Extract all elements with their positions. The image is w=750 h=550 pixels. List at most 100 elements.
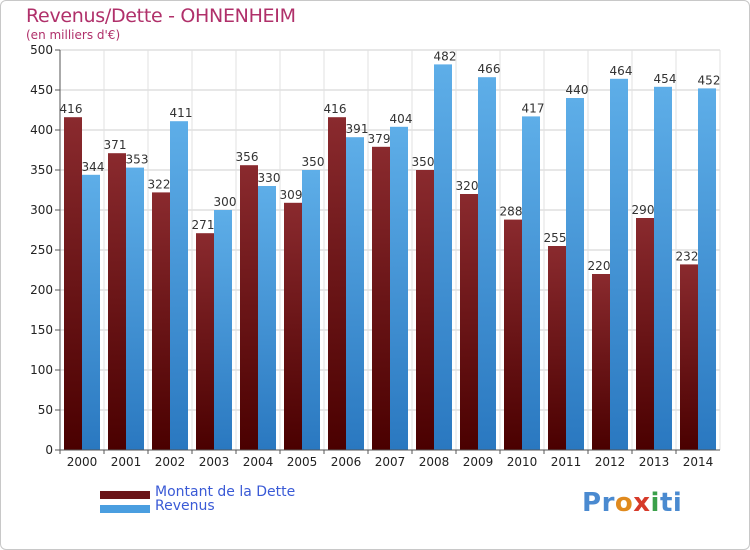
value-label-revenus-2001: 353 bbox=[126, 153, 149, 167]
logo-letter: i bbox=[650, 488, 660, 518]
y-tick-label-300: 300 bbox=[30, 203, 53, 217]
value-label-dette-2013: 290 bbox=[632, 203, 655, 217]
legend-label-revenus: Revenus bbox=[155, 498, 215, 514]
value-label-dette-2003: 271 bbox=[192, 218, 215, 232]
x-tick-label-2004: 2004 bbox=[243, 455, 274, 469]
x-tick-label-2012: 2012 bbox=[595, 455, 626, 469]
bar-dette-2002 bbox=[152, 192, 170, 450]
bar-revenus-2011 bbox=[566, 98, 584, 450]
value-label-dette-2000: 416 bbox=[60, 102, 83, 116]
legend-swatch-dette bbox=[100, 491, 150, 499]
bar-revenus-2012 bbox=[610, 78, 628, 451]
value-label-dette-2005: 309 bbox=[280, 188, 303, 202]
y-tick-label-350: 350 bbox=[30, 163, 53, 177]
value-label-dette-2008: 350 bbox=[412, 155, 435, 169]
value-label-dette-2014: 232 bbox=[676, 249, 699, 263]
logo-letter: t bbox=[659, 488, 673, 518]
y-tick-label-100: 100 bbox=[30, 363, 53, 377]
bar-revenus-2002 bbox=[170, 121, 188, 450]
axes: 0 50 100 150 200 250 300 350 400 450 500 2000 2001 20… bbox=[30, 43, 720, 469]
value-label-revenus-2000: 344 bbox=[82, 160, 105, 174]
value-label-revenus-2008: 482 bbox=[434, 49, 457, 63]
bar-revenus-2010 bbox=[522, 116, 540, 451]
bar-dette-2003 bbox=[196, 233, 214, 450]
x-tick-label-2003: 2003 bbox=[199, 455, 230, 469]
y-tick-label-50: 50 bbox=[38, 403, 53, 417]
bar-dette-2007 bbox=[372, 146, 390, 451]
proxiti-logo: Proxiti bbox=[582, 488, 682, 518]
bar-dette-2010 bbox=[504, 219, 522, 450]
value-label-dette-2004: 356 bbox=[236, 150, 259, 164]
bar-dette-2009 bbox=[460, 194, 478, 450]
value-label-revenus-2002: 411 bbox=[170, 106, 193, 120]
bar-dette-2001 bbox=[108, 153, 126, 450]
value-label-revenus-2007: 404 bbox=[390, 112, 413, 126]
bar-revenus-2014 bbox=[698, 88, 716, 451]
x-tick-label-2009: 2009 bbox=[463, 455, 494, 469]
logo-letter: x bbox=[633, 488, 651, 518]
value-label-dette-2007: 379 bbox=[368, 132, 391, 146]
y-tick-label-0: 0 bbox=[45, 443, 53, 457]
legend-label-dette: Montant de la Dette bbox=[155, 484, 296, 500]
value-label-revenus-2003: 300 bbox=[214, 195, 237, 209]
x-tick-label-2007: 2007 bbox=[375, 455, 406, 469]
value-label-revenus-2006: 391 bbox=[346, 122, 369, 136]
bar-revenus-2004 bbox=[258, 186, 276, 450]
y-tick-label-400: 400 bbox=[30, 123, 53, 137]
value-label-dette-2012: 220 bbox=[588, 259, 611, 273]
bar-revenus-2003 bbox=[214, 210, 232, 450]
y-tick-label-450: 450 bbox=[30, 83, 53, 97]
value-label-revenus-2012: 464 bbox=[610, 64, 633, 78]
x-tick-label-2014: 2014 bbox=[683, 455, 714, 469]
value-label-revenus-2014: 452 bbox=[698, 73, 721, 87]
bar-dette-2004 bbox=[240, 165, 258, 450]
value-label-revenus-2013: 454 bbox=[654, 72, 677, 86]
logo-letter: P bbox=[582, 488, 602, 518]
bars bbox=[64, 64, 716, 451]
y-tick-label-200: 200 bbox=[30, 283, 53, 297]
x-tick-label-2008: 2008 bbox=[419, 455, 450, 469]
chart-subtitle: (en milliers d'€) bbox=[26, 28, 121, 42]
logo-letter: o bbox=[614, 488, 634, 518]
bar-dette-2006 bbox=[328, 117, 346, 450]
bar-revenus-2007 bbox=[390, 126, 408, 451]
value-label-revenus-2004: 330 bbox=[258, 171, 281, 185]
bar-dette-2008 bbox=[416, 170, 434, 450]
bar-dette-2000 bbox=[64, 117, 82, 450]
value-label-revenus-2005: 350 bbox=[302, 155, 325, 169]
x-tick-label-2010: 2010 bbox=[507, 455, 538, 469]
x-tick-label-2000: 2000 bbox=[67, 455, 98, 469]
x-tick-label-2001: 2001 bbox=[111, 455, 142, 469]
logo-letter: i bbox=[672, 488, 683, 518]
legend-swatch-revenus bbox=[100, 505, 150, 513]
bar-revenus-2008 bbox=[434, 64, 452, 451]
y-tick-label-250: 250 bbox=[30, 243, 53, 257]
bar-dette-2012 bbox=[592, 274, 610, 450]
x-tick-label-2002: 2002 bbox=[155, 455, 186, 469]
value-label-revenus-2010: 417 bbox=[522, 101, 545, 115]
bar-revenus-2006 bbox=[346, 137, 364, 450]
bar-dette-2011 bbox=[548, 246, 566, 450]
value-label-revenus-2009: 466 bbox=[478, 62, 501, 76]
bar-dette-2005 bbox=[284, 202, 302, 450]
chart-title: Revenus/Dette - OHNENHEIM bbox=[26, 5, 296, 27]
bar-revenus-2009 bbox=[478, 77, 496, 450]
y-tick-label-500: 500 bbox=[30, 43, 53, 57]
logo-letter: r bbox=[601, 488, 615, 518]
value-label-dette-2010: 288 bbox=[500, 205, 523, 219]
x-tick-label-2013: 2013 bbox=[639, 455, 670, 469]
bar-dette-2014 bbox=[680, 264, 698, 450]
x-tick-label-2011: 2011 bbox=[551, 455, 582, 469]
value-label-dette-2009: 320 bbox=[456, 179, 479, 193]
x-tick-label-2006: 2006 bbox=[331, 455, 362, 469]
value-label-dette-2002: 322 bbox=[148, 177, 171, 191]
value-label-dette-2006: 416 bbox=[324, 102, 347, 116]
x-tick-label-2005: 2005 bbox=[287, 455, 318, 469]
bar-dette-2013 bbox=[636, 218, 654, 450]
value-label-revenus-2011: 440 bbox=[566, 83, 589, 97]
y-tick-label-150: 150 bbox=[30, 323, 53, 337]
bar-revenus-2005 bbox=[302, 170, 320, 450]
bar-revenus-2001 bbox=[126, 167, 144, 450]
